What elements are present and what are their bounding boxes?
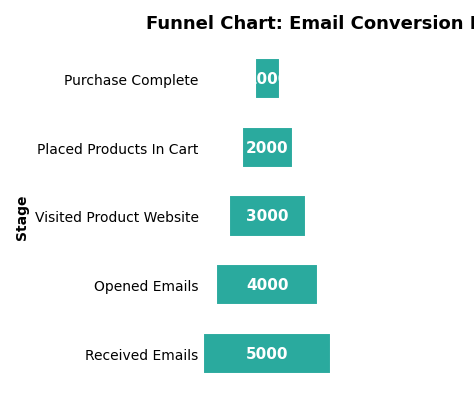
Bar — [280, 59, 331, 100]
Bar — [242, 127, 293, 168]
Bar — [216, 264, 319, 306]
Text: 4000: 4000 — [246, 277, 289, 292]
Text: 1000: 1000 — [246, 72, 289, 87]
Text: 3000: 3000 — [246, 209, 289, 224]
Y-axis label: Stage: Stage — [15, 194, 29, 239]
Bar — [203, 59, 255, 100]
Text: 2000: 2000 — [246, 140, 289, 155]
Bar — [319, 264, 331, 306]
Bar — [203, 127, 242, 168]
Text: 5000: 5000 — [246, 346, 289, 361]
Title: Funnel Chart: Email Conversion Rate: Funnel Chart: Email Conversion Rate — [146, 15, 474, 33]
Bar — [229, 196, 306, 237]
Bar — [255, 59, 280, 100]
Bar — [293, 127, 331, 168]
Bar — [203, 333, 331, 374]
Bar — [203, 264, 216, 306]
Bar — [203, 196, 229, 237]
Bar — [306, 196, 331, 237]
